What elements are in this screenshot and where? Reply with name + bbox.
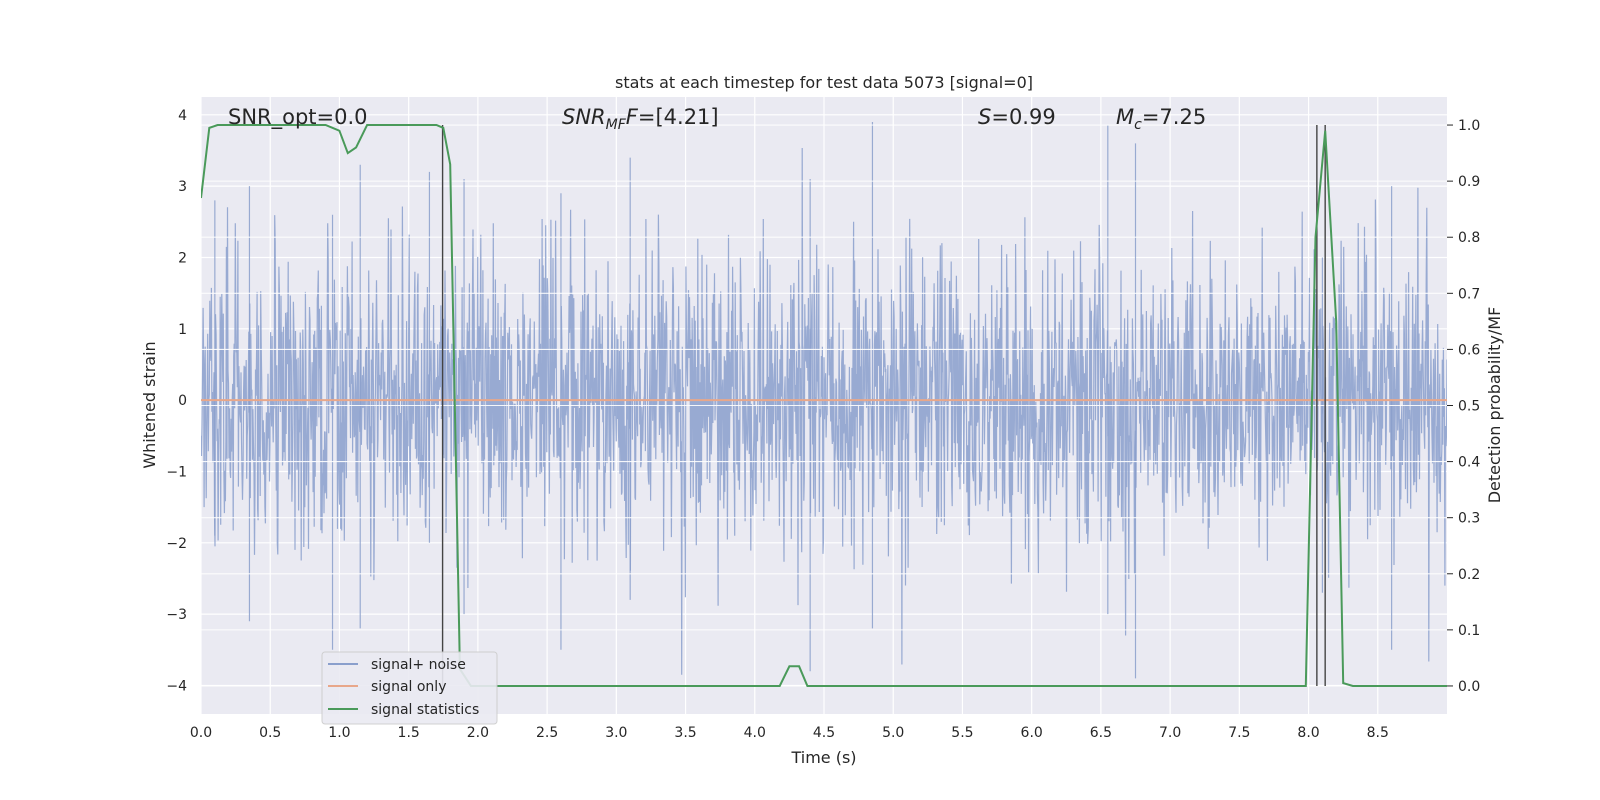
- s-pre: S: [978, 105, 991, 129]
- y-tick-label-right: 0.0: [1458, 679, 1480, 695]
- x-tick-label: 3.0: [605, 725, 627, 741]
- y-tick-label-left: −4: [166, 678, 187, 694]
- y-tick-label-left: 2: [178, 250, 187, 266]
- x-tick-label: 5.5: [951, 725, 973, 741]
- y-axis-label-left: Whitened strain: [140, 341, 159, 468]
- x-tick-label: 1.0: [328, 725, 350, 741]
- y-tick-label-left: −1: [166, 464, 187, 480]
- chart-title: stats at each timestep for test data 507…: [615, 73, 1033, 92]
- y-tick-label-left: −2: [166, 536, 187, 552]
- legend-box: [321, 651, 498, 725]
- y-tick-label-left: −3: [166, 607, 187, 623]
- mc-sub: c: [1134, 117, 1142, 133]
- s-post: =0.99: [991, 105, 1055, 129]
- legend-label-signal-noise: signal+ noise: [371, 657, 466, 673]
- x-tick-label: 8.5: [1367, 725, 1389, 741]
- legend-label-signal-statistics: signal statistics: [371, 702, 479, 718]
- x-tick-label: 7.5: [1228, 725, 1250, 741]
- x-tick-label: 4.5: [813, 725, 835, 741]
- y-tick-label-right: 0.4: [1458, 455, 1480, 471]
- y-tick-label-right: 0.7: [1458, 286, 1480, 302]
- annotation-snr-opt: SNR_opt=0.0: [228, 105, 368, 130]
- annotation-mc: Mc=7.25: [1116, 105, 1206, 133]
- x-tick-label: 1.5: [398, 725, 420, 741]
- y-tick-label-right: 1.0: [1458, 118, 1480, 134]
- snr-mf-sub: MF: [606, 117, 627, 133]
- annotation-s: S=0.99: [978, 105, 1056, 129]
- legend: signal+ noise signal only signal statist…: [321, 651, 498, 725]
- x-tick-label: 3.5: [674, 725, 696, 741]
- noise-trace: [201, 147, 1447, 675]
- y-tick-label-left: 1: [178, 322, 187, 338]
- y-tick-label-right: 0.5: [1458, 399, 1480, 415]
- x-tick-label: 7.0: [1159, 725, 1181, 741]
- y-axis-label-right: Detection probability/MF: [1485, 307, 1504, 504]
- x-tick-label: 8.0: [1297, 725, 1319, 741]
- y-tick-label-left: 4: [178, 108, 187, 124]
- x-tick-label: 6.0: [1021, 725, 1043, 741]
- snr-mf-pre: SNR: [562, 105, 606, 129]
- legend-label-signal-only: signal only: [371, 679, 446, 695]
- x-tick-label: 2.5: [536, 725, 558, 741]
- x-tick-label: 0.5: [259, 725, 281, 741]
- y-tick-label-right: 0.3: [1458, 511, 1480, 527]
- signal-statistics-line: [201, 124, 1447, 687]
- y-tick-label-right: 0.2: [1458, 567, 1480, 583]
- y-ticks-left: 4 3 2 1 0 −1 −2 −3 −4: [166, 108, 187, 695]
- x-tick-label: 5.0: [882, 725, 904, 741]
- x-tick-label: 4.0: [744, 725, 766, 741]
- y-tick-label-left: 3: [178, 179, 187, 195]
- y-tick-label-right: 0.6: [1458, 342, 1480, 358]
- y-tick-label-right: 0.9: [1458, 174, 1480, 190]
- x-tick-label: 2.0: [467, 725, 489, 741]
- snr-mf-f: F: [626, 105, 639, 129]
- y-ticks-right: 1.0 0.9 0.8 0.7 0.6 0.5 0.4 0.3 0.2 0.1 0.0: [1447, 118, 1480, 695]
- snr-mf-post: =[4.21]: [638, 105, 719, 129]
- y-tick-label-left: 0: [178, 393, 187, 409]
- x-tick-label: 6.5: [1090, 725, 1112, 741]
- x-axis-label: Time (s): [790, 748, 856, 767]
- mc-post: =7.25: [1142, 105, 1206, 129]
- y-tick-label-right: 0.8: [1458, 230, 1480, 246]
- mc-pre: M: [1116, 105, 1134, 129]
- annotation-snr-mf: SNRMFF=[4.21]: [562, 105, 719, 133]
- x-tick-label: 0.0: [190, 725, 212, 741]
- y-tick-label-right: 0.1: [1458, 623, 1480, 639]
- x-ticks: 0.0 0.5 1.0 1.5 2.0 2.5 3.0 3.5 4.0 4.5 5.0 5.5 6.0 6…: [190, 725, 1389, 741]
